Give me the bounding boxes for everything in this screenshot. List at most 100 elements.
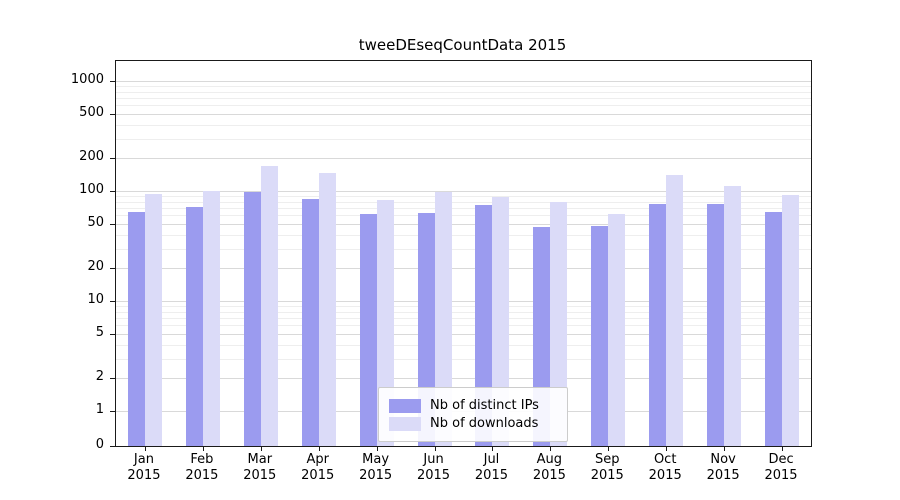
- bar-downloads: [666, 174, 684, 446]
- y-axis-tick-label: 2: [95, 368, 104, 384]
- x-axis-tick-label: Jul 2015: [474, 452, 508, 483]
- bar-downloads: [202, 191, 220, 446]
- y-axis-tick-mark: [110, 267, 116, 269]
- y-axis-tick-label: 500: [79, 105, 104, 121]
- gridline-minor: [116, 196, 811, 198]
- x-axis-tick-mark: [202, 446, 204, 451]
- bar-downloads: [376, 199, 394, 446]
- bar-distinct-ips: [591, 226, 609, 446]
- y-axis-tick-mark: [110, 191, 116, 192]
- bar-downloads: [492, 197, 510, 446]
- y-axis-tick-mark: [110, 157, 116, 159]
- x-axis-tick-label: Oct 2015: [648, 452, 682, 483]
- x-axis-tick-label: Apr 2015: [301, 452, 335, 483]
- gridline-minor: [116, 344, 811, 346]
- y-axis-tick-mark: [110, 81, 116, 82]
- gridline-minor: [116, 215, 811, 217]
- x-axis-tick-mark: [782, 446, 784, 451]
- gridline-minor: [116, 318, 811, 320]
- legend-swatch-distinct-ips: [389, 398, 421, 413]
- gridline-minor: [116, 306, 811, 308]
- y-axis-tick-mark: [110, 411, 116, 412]
- bar-distinct-ips: [475, 204, 493, 446]
- x-axis-tick-mark: [550, 446, 552, 451]
- gridline-minor: [116, 248, 811, 250]
- x-axis-tick-label: Feb 2015: [185, 452, 219, 483]
- y-axis-tick-label: 0: [95, 437, 104, 452]
- gridline-minor: [116, 98, 811, 100]
- gridline-major: [116, 301, 811, 302]
- gridline-major: [116, 157, 811, 159]
- x-axis-tick-mark: [260, 446, 262, 451]
- gridline-major: [116, 224, 811, 226]
- legend-swatch-downloads: [389, 416, 421, 431]
- bar-distinct-ips: [127, 211, 145, 446]
- x-axis-tick-label: Mar 2015: [243, 452, 277, 483]
- y-axis-tick-label: 10: [87, 292, 104, 307]
- gridline-minor: [116, 86, 811, 88]
- gridline-minor: [116, 91, 811, 93]
- bar-distinct-ips: [243, 192, 261, 446]
- bar-distinct-ips: [359, 213, 377, 446]
- bar-downloads: [608, 213, 626, 446]
- bar-distinct-ips: [765, 211, 783, 446]
- gridline-minor: [116, 208, 811, 210]
- x-axis-tick-mark: [724, 446, 726, 451]
- x-axis-tick-label: Sep 2015: [590, 452, 624, 483]
- bar-downloads: [260, 165, 278, 446]
- bar-downloads: [434, 192, 452, 446]
- bar-distinct-ips: [707, 203, 725, 446]
- x-axis-tick-label: Jun 2015: [416, 452, 451, 483]
- x-axis-tick-label: Jan 2015: [127, 452, 161, 483]
- gridline-minor: [116, 358, 811, 360]
- bar-downloads: [550, 202, 568, 446]
- gridline-minor: [116, 234, 811, 236]
- y-axis-tick-mark: [110, 377, 116, 379]
- y-axis-tick-label: 1: [95, 402, 104, 417]
- x-axis-tick-label: Aug 2015: [532, 452, 566, 483]
- gridline-major: [116, 191, 811, 192]
- x-axis-tick-mark: [434, 446, 436, 451]
- legend-item: Nb of distinct IPs: [389, 398, 557, 413]
- x-axis-tick-mark: [376, 446, 378, 451]
- y-axis-tick-label: 200: [79, 148, 104, 164]
- plot-area: Nb of distinct IPs Nb of downloads: [110, 60, 812, 451]
- gridline-major: [116, 114, 811, 116]
- y-axis-tick-mark: [110, 301, 116, 302]
- x-axis-tick-mark: [666, 446, 668, 451]
- x-axis-tick-label: Dec 2015: [764, 452, 798, 483]
- x-axis-tick-mark: [318, 446, 320, 451]
- legend: Nb of distinct IPs Nb of downloads: [378, 387, 568, 442]
- x-axis-tick-label: May 2015: [359, 452, 393, 483]
- bar-distinct-ips: [301, 198, 319, 446]
- gridline-major: [116, 377, 811, 379]
- gridline-minor: [116, 311, 811, 313]
- y-axis-tick-label: 20: [87, 258, 104, 274]
- x-axis-tick-mark: [608, 446, 610, 451]
- gridline-minor: [116, 325, 811, 327]
- gridline-minor: [116, 138, 811, 140]
- gridline-major: [116, 267, 811, 269]
- x-axis-tick-mark: [144, 446, 146, 451]
- legend-label-distinct-ips: Nb of distinct IPs: [430, 398, 539, 413]
- chart-title: tweeDEseqCountData 2015: [358, 36, 567, 54]
- bar-downloads: [782, 194, 800, 446]
- legend-label-downloads: Nb of downloads: [430, 416, 539, 431]
- x-axis-tick-label: Nov 2015: [706, 452, 740, 483]
- bar-downloads: [318, 173, 336, 446]
- y-axis-tick-mark: [110, 114, 116, 116]
- y-axis-tick-label: 1000: [70, 72, 104, 87]
- bar-distinct-ips: [185, 206, 203, 446]
- y-axis-tick-label: 50: [87, 215, 104, 231]
- bar-downloads: [144, 194, 162, 446]
- x-axis-tick-mark: [492, 446, 494, 451]
- y-axis-tick-mark: [110, 446, 116, 447]
- y-axis-tick-label: 5: [95, 325, 104, 341]
- gridline-major: [116, 334, 811, 336]
- y-axis-tick-mark: [110, 334, 116, 336]
- legend-item: Nb of downloads: [389, 416, 557, 431]
- gridline-minor: [116, 201, 811, 203]
- y-axis-tick-mark: [110, 224, 116, 226]
- gridline-minor: [116, 105, 811, 107]
